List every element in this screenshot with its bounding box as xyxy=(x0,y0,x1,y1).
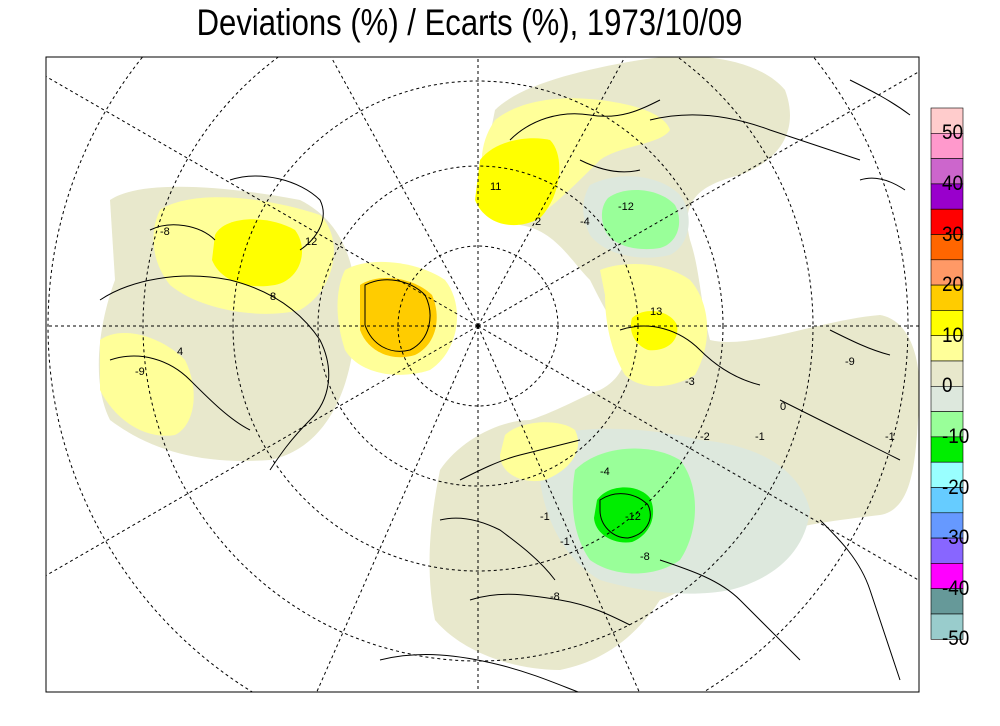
legend-swatch xyxy=(930,158,964,185)
contour-label: -4 xyxy=(580,216,590,228)
legend-label: -30 xyxy=(942,526,970,550)
legend-label: 10 xyxy=(942,323,964,347)
legend-swatch xyxy=(930,133,964,159)
contour-label: -2 xyxy=(700,431,710,443)
legend-swatch xyxy=(930,613,964,640)
contour-label: -1 xyxy=(540,511,550,523)
legend-swatch xyxy=(930,107,964,134)
legend-swatch xyxy=(930,183,964,210)
legend-label: -50 xyxy=(942,627,970,651)
contour-label: -1 xyxy=(560,536,570,548)
contour-label: 2 xyxy=(535,216,541,228)
legend-label: 30 xyxy=(942,222,964,246)
legend-swatch xyxy=(930,461,964,488)
contour-label: -12 xyxy=(618,201,634,213)
legend-swatch xyxy=(930,335,964,362)
map-title: Deviations (%) / Ecarts (%), 1973/10/09 xyxy=(196,2,743,43)
coastlines xyxy=(99,79,911,692)
legend-label: 20 xyxy=(942,273,964,297)
contour-label: 8 xyxy=(270,291,276,303)
legend-swatch xyxy=(930,512,964,539)
deviation-fields xyxy=(98,57,919,670)
contour-label: -8 xyxy=(640,551,650,563)
map-frame xyxy=(45,56,920,693)
legend-swatch xyxy=(930,563,964,590)
legend-label: -40 xyxy=(942,576,970,600)
legend-swatch xyxy=(930,588,964,615)
contour-label: 13 xyxy=(650,306,662,318)
legend-swatch xyxy=(930,537,964,564)
legend-label: 40 xyxy=(942,171,964,195)
contour-label: -9 xyxy=(845,356,855,368)
legend-label: -10 xyxy=(942,424,970,448)
contour-label: 0 xyxy=(780,401,786,413)
legend-swatch xyxy=(930,310,964,336)
contour-label: 12 xyxy=(305,236,317,248)
contour-labels: -8 -12 -4 4 8 -9 -2 13 -4 -12 -1 -1 -8 -… xyxy=(135,181,895,603)
contour-label: -8 xyxy=(160,226,170,238)
legend-swatch xyxy=(930,284,964,311)
legend-label: -20 xyxy=(942,475,970,499)
contour-label: -8 xyxy=(550,591,560,603)
contour-label: -1 xyxy=(755,431,765,443)
legend-swatch xyxy=(930,487,964,514)
legend-swatch xyxy=(930,385,964,412)
contour-label: 11 xyxy=(490,181,501,193)
contour-label: -9 xyxy=(135,366,145,378)
legend-label: 0 xyxy=(942,374,953,398)
contour-label: -3 xyxy=(685,376,695,388)
legend-swatch xyxy=(930,360,964,387)
color-legend xyxy=(930,107,964,640)
contour-label: -1 xyxy=(885,431,895,443)
contour-label: -4 xyxy=(600,466,610,478)
legend-swatch xyxy=(930,436,964,463)
contour-label: 4 xyxy=(177,346,183,358)
contour-label: -12 xyxy=(625,511,641,523)
legend-label: 50 xyxy=(942,121,964,145)
